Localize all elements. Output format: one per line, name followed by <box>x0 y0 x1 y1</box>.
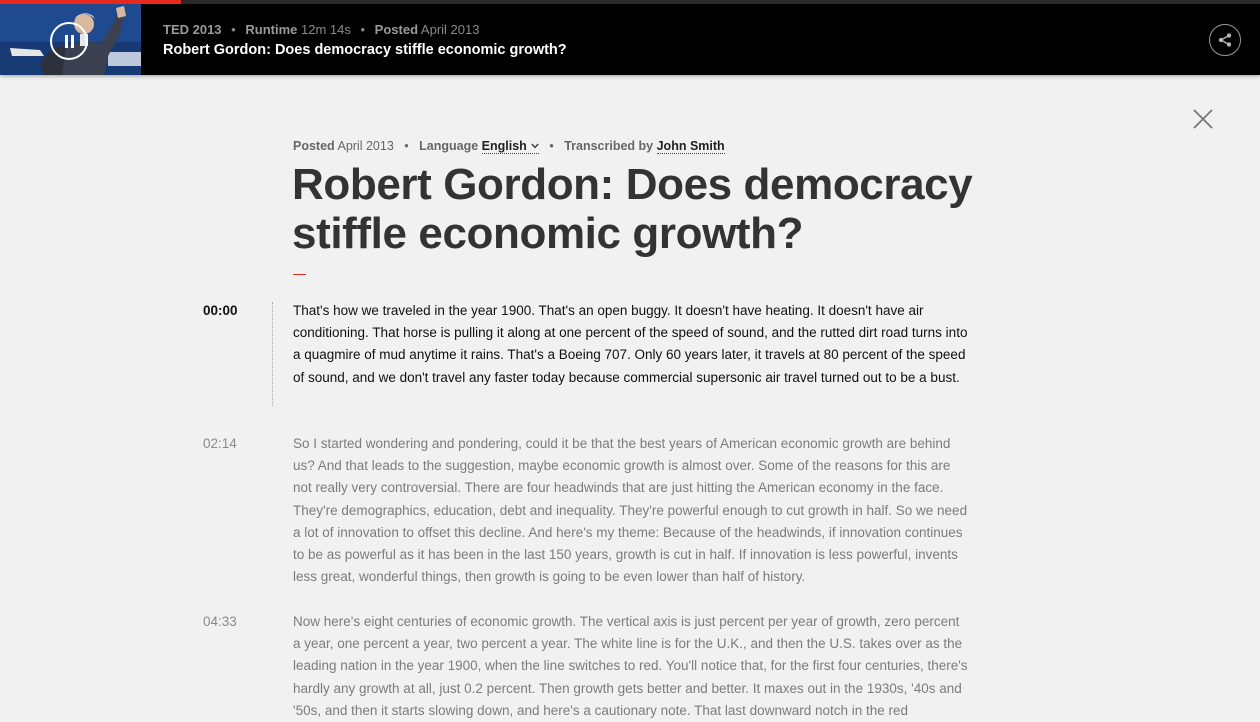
chevron-down-icon <box>531 143 539 149</box>
progress-track[interactable] <box>0 0 1260 4</box>
video-thumbnail[interactable] <box>0 4 141 75</box>
pause-icon[interactable] <box>50 22 88 60</box>
active-paragraph-marker <box>272 302 273 406</box>
paragraph-timestamp[interactable]: 04:33 <box>203 614 237 629</box>
close-button[interactable] <box>1192 108 1214 130</box>
title-accent-rule <box>293 274 306 275</box>
player-title: Robert Gordon: Does democracy stiffle ec… <box>163 42 567 58</box>
language-selector[interactable]: English <box>481 139 539 154</box>
paragraph-text[interactable]: So I started wondering and pondering, co… <box>293 436 968 585</box>
transcribed-by-label: Transcribed by <box>564 139 654 153</box>
transcript-meta: Posted April 2013 • Language English • T… <box>293 139 725 154</box>
transcript-title: Robert Gordon: Does democracy stiffle ec… <box>292 160 973 258</box>
progress-fill <box>0 0 182 4</box>
close-icon <box>1193 109 1213 129</box>
posted-value: April 2013 <box>337 139 394 153</box>
runtime-value: 12m 14s <box>300 22 351 37</box>
separator-dot: • <box>404 139 409 153</box>
paragraph-text[interactable]: That's how we traveled in the year 1900.… <box>293 303 968 385</box>
paragraph-timestamp[interactable]: 02:14 <box>203 436 237 451</box>
player-bar: TED 2013 • Runtime 12m 14s • Posted Apri… <box>0 0 1260 75</box>
share-icon <box>1218 33 1232 47</box>
posted-label: Posted <box>374 22 419 37</box>
posted-label: Posted <box>293 139 335 153</box>
posted-value: April 2013 <box>420 22 480 37</box>
paragraph-text[interactable]: Now here's eight centuries of economic g… <box>293 614 968 718</box>
separator-dot: • <box>549 139 554 153</box>
share-button[interactable] <box>1209 24 1241 56</box>
separator-dot: • <box>360 22 366 37</box>
event-label: TED 2013 <box>163 22 222 37</box>
runtime-label: Runtime <box>245 22 298 37</box>
separator-dot: • <box>231 22 236 37</box>
language-value: English <box>481 139 527 153</box>
language-label: Language <box>419 139 479 153</box>
transcriber-link[interactable]: John Smith <box>656 139 725 154</box>
paragraph-timestamp[interactable]: 00:00 <box>203 303 238 318</box>
talk-meta: TED 2013 • Runtime 12m 14s • Posted Apri… <box>163 22 479 37</box>
